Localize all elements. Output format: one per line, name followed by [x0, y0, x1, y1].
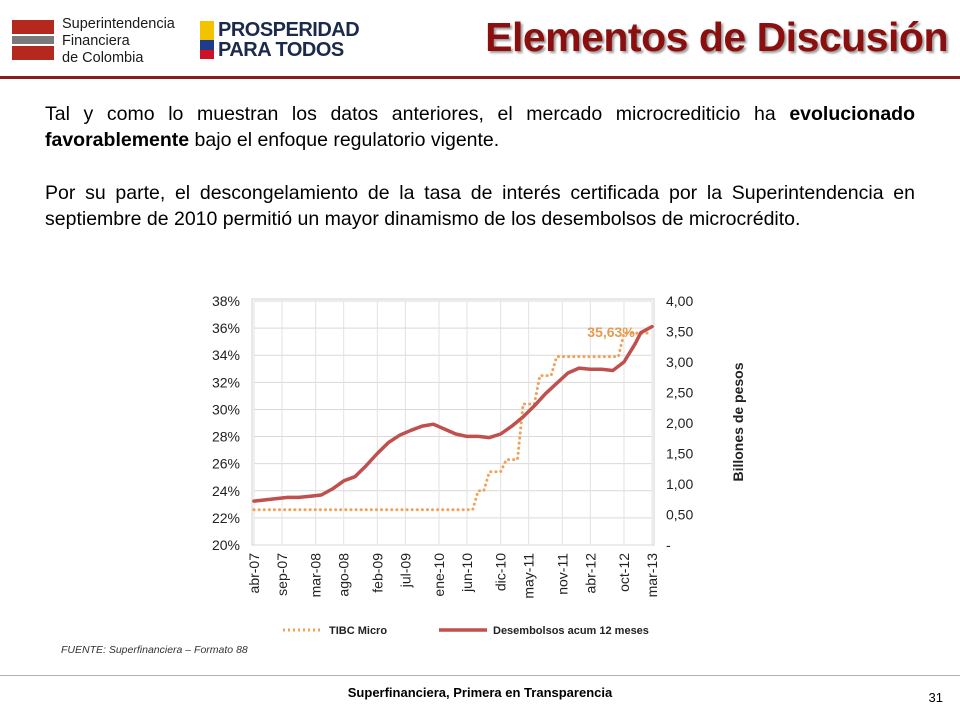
body-text: Tal y como lo muestran los datos anterio… [45, 101, 915, 259]
annotations: 35,63% [587, 324, 635, 340]
x-axis: abr-07 sep-07 mar-08 ago-08 feb-09 jul-09 ene-… [246, 553, 660, 599]
page-number: 31 [928, 690, 943, 705]
superintendencia-logo: Superintendencia Financiera de Colombia [8, 14, 180, 66]
x-tick-label: ago-08 [336, 553, 352, 597]
x-tick-label: jul-09 [397, 553, 413, 588]
y-axis-right-label: Billones de pesos [730, 362, 746, 481]
y-axis-left: 20% 22% 24% 26% 28% 30% 32% 34% 36% 38% [212, 293, 240, 553]
x-tick-label: ene-10 [431, 553, 447, 597]
x-tick-label: dic-10 [493, 553, 509, 591]
legend-label-desembolsos: Desembolsos acum 12 meses [493, 625, 649, 637]
source-note: FUENTE: Superfinanciera – Formato 88 [61, 644, 248, 656]
header-divider [0, 76, 960, 79]
x-tick-label: abr-12 [582, 553, 598, 594]
y-left-tick-label: 22% [212, 510, 240, 526]
footer-text: Superfinanciera, Primera en Transparenci… [347, 685, 613, 700]
legend: TIBC Micro Desembolsos acum 12 meses [283, 625, 649, 637]
y-right-tick-label: 2,50 [666, 385, 693, 401]
x-tick-label: mar-08 [308, 553, 324, 598]
y-right-tick-label: 4,00 [666, 293, 693, 309]
prosperidad-logo: PROSPERIDAD PARA TODOS [200, 18, 360, 62]
slide-title: Elementos de Discusión [485, 14, 948, 60]
plot-area [251, 298, 655, 546]
y-right-tick-label: 3,00 [666, 354, 693, 370]
series-line-desembolsos [252, 324, 654, 503]
x-tick-label: jun-10 [459, 553, 475, 593]
paragraph-1: Tal y como lo muestran los datos anterio… [45, 101, 915, 153]
y-left-tick-label: 32% [212, 374, 240, 390]
y-right-tick-label: 1,50 [666, 446, 693, 462]
superintendencia-logo-text: Superintendencia Financiera de Colombia [62, 16, 175, 66]
y-axis-right: - 0,50 1,00 1,50 2,00 2,50 3,00 3,50 4,00 [666, 293, 693, 553]
colombia-flag-icon [200, 21, 214, 59]
y-left-tick-label: 30% [212, 401, 240, 417]
x-tick-label: feb-09 [369, 553, 385, 593]
footer-divider [0, 675, 960, 676]
superintendencia-logo-mark [10, 18, 56, 62]
paragraph-1-start: Tal y como lo muestran los datos anterio… [45, 103, 790, 125]
x-tick-label: oct-12 [616, 553, 632, 592]
x-tick-label: abr-07 [246, 553, 262, 594]
y-left-tick-label: 24% [212, 483, 240, 499]
x-tick-label: nov-11 [554, 553, 570, 595]
paragraph-2: Por su parte, el descongelamiento de la … [45, 182, 915, 230]
legend-label-tibc: TIBC Micro [329, 625, 387, 637]
annotation-label: 35,63% [587, 324, 635, 340]
y-left-tick-label: 36% [212, 320, 240, 336]
y-left-tick-label: 20% [212, 537, 240, 553]
paragraph-1-end: bajo el enfoque regulatorio vigente. [189, 129, 500, 151]
y-right-tick-label: 3,50 [666, 324, 693, 340]
y-left-tick-label: 28% [212, 429, 240, 445]
y-left-tick-label: 38% [212, 293, 240, 309]
y-right-tick-label: - [666, 537, 671, 553]
series-lines [252, 324, 654, 512]
x-tick-label: may-11 [521, 553, 537, 599]
y-right-tick-label: 1,00 [666, 476, 693, 492]
chart: 20% 22% 24% 26% 28% 30% 32% 34% 36% 38% - 0,50 1,00… [212, 293, 746, 637]
prosperidad-logo-text: PROSPERIDAD PARA TODOS [218, 19, 360, 61]
y-right-tick-label: 0,50 [666, 507, 693, 523]
y-right-tick-label: 2,00 [666, 415, 693, 431]
x-tick-label: sep-07 [274, 553, 290, 596]
y-left-tick-label: 26% [212, 456, 240, 472]
y-left-tick-label: 34% [212, 347, 240, 363]
grid [253, 300, 653, 546]
paragraph-1-emphasis: evolucionado favorablemente [45, 103, 915, 151]
x-tick-label: mar-13 [644, 553, 660, 598]
